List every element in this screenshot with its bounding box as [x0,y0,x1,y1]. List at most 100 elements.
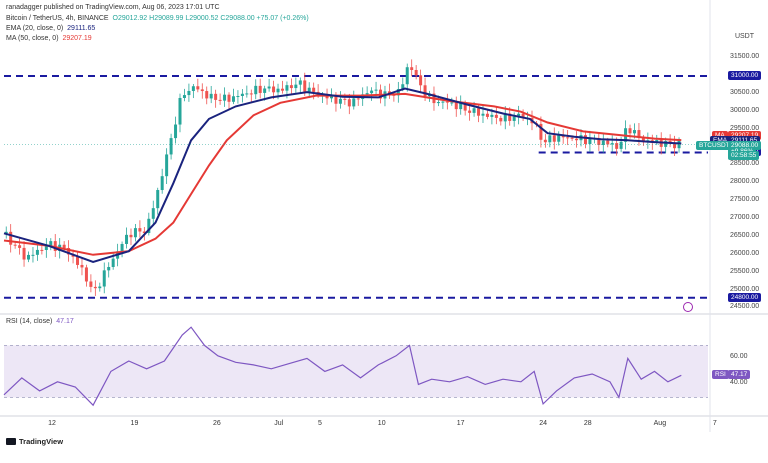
candle-body [472,108,476,113]
candle-body [481,113,485,116]
candle-body [285,85,289,91]
candle-body [445,101,449,103]
candle-body [463,103,467,111]
time-tick-label: 12 [48,420,56,427]
candle-body [249,93,253,95]
candle-body [459,103,463,110]
rsi-legend-value: 47.17 [56,318,74,325]
candle-body [80,264,84,268]
price-tick-label: 29500.00 [730,124,760,132]
rsi-line [3,326,682,407]
candle-body [477,108,481,116]
candle-body [512,116,516,121]
rsi-value-tag: 47.17 [728,370,751,380]
ema20-line [3,87,682,263]
candle-body [22,247,26,260]
candle-body [49,241,53,246]
ema-legend-label: EMA (20, close, 0) [6,25,64,32]
candle-body [294,84,298,89]
candle-body [632,130,636,134]
candle-body [615,143,619,149]
ema-legend-value: 29111.65 [67,25,96,32]
candle-body [120,243,124,252]
candle-body [664,141,668,147]
time-tick-label: 10 [377,420,386,427]
candle-body [276,88,280,93]
time-tick-label: Aug [653,420,667,427]
candle-body [227,94,231,102]
candle-body [396,89,400,96]
ema-tag: EMA [710,136,731,146]
candle-body [178,97,182,125]
candle-body [236,96,240,98]
candle-body [543,139,547,143]
candle-body [160,176,164,191]
candle-body [245,93,249,95]
candle-body [436,102,440,104]
candle-body [258,85,262,93]
candle-body [419,75,423,86]
candle-body [610,143,614,145]
candle-body [107,266,111,271]
ma-price-tag: 29207.19 [728,130,762,140]
candle-body [209,93,213,99]
change-tag: +9.86% [728,146,757,156]
rsi-tick-label: 60.00 [730,353,748,361]
time-tick-label: Jul [274,420,284,427]
candle-body [325,95,329,99]
ma-legend[interactable]: MA (50, close, 0) 29207.19 [6,35,94,42]
candle-body [272,86,276,93]
candle-body [370,90,374,94]
candle-body [539,123,543,140]
candle-body [499,117,503,122]
brand-name: TradingView [19,437,64,446]
price-tick-label: 25500.00 [730,267,760,275]
candle-body [200,89,204,92]
candle-body [18,245,22,248]
ma50-line [3,92,682,256]
candle-body [410,67,414,71]
candle-body [129,234,133,238]
candle-body [557,135,561,142]
candle-body [196,86,200,90]
candle-body [401,84,405,90]
candle-body [597,138,601,145]
candle-body [267,86,271,89]
candle-body [343,98,347,100]
candle-body [240,93,244,97]
tradingview-brand[interactable]: TradingView [6,437,63,446]
candle-body [570,137,574,139]
candle-body [423,85,427,97]
candle-body [84,267,88,282]
time-tick-label: 5 [317,420,322,427]
candle-body [441,101,445,103]
candle-body [125,234,129,244]
ema-price-tag: 29111.65 [728,136,761,146]
rsi-legend[interactable]: RSI (14, close) 47.17 [6,318,76,325]
level-price-tag: 24800.00 [728,292,762,302]
time-tick-label: 7 [712,420,717,427]
rsi-legend-label: RSI (14, close) [6,318,53,325]
candle-body [187,90,191,96]
rsi-band [4,345,708,398]
ma-legend-value: 29207.19 [62,35,92,42]
candle-body [356,98,360,100]
ohlc-values: O29012.92 H29089.99 L29000.52 C29088.00 … [112,15,309,22]
candle-body [405,67,409,85]
candle-body [231,96,235,102]
candle-body [280,88,284,91]
price-tick-label: 31500.00 [730,53,760,61]
candle-body [588,138,592,145]
candle-body [494,114,498,118]
candle-body [31,254,35,256]
candle-body [53,241,57,251]
price-tick-label: 28000.00 [730,178,760,186]
candle-body [468,110,472,113]
candle-body [365,93,369,95]
candle-body [548,135,552,143]
symbol-title: Bitcoin / TetherUS, 4h, BINANCE [6,15,109,22]
candle-body [89,281,93,287]
candle-body [490,114,494,117]
candle-body [4,231,8,234]
ema-legend[interactable]: EMA (20, close, 0) 29111.65 [6,25,97,32]
